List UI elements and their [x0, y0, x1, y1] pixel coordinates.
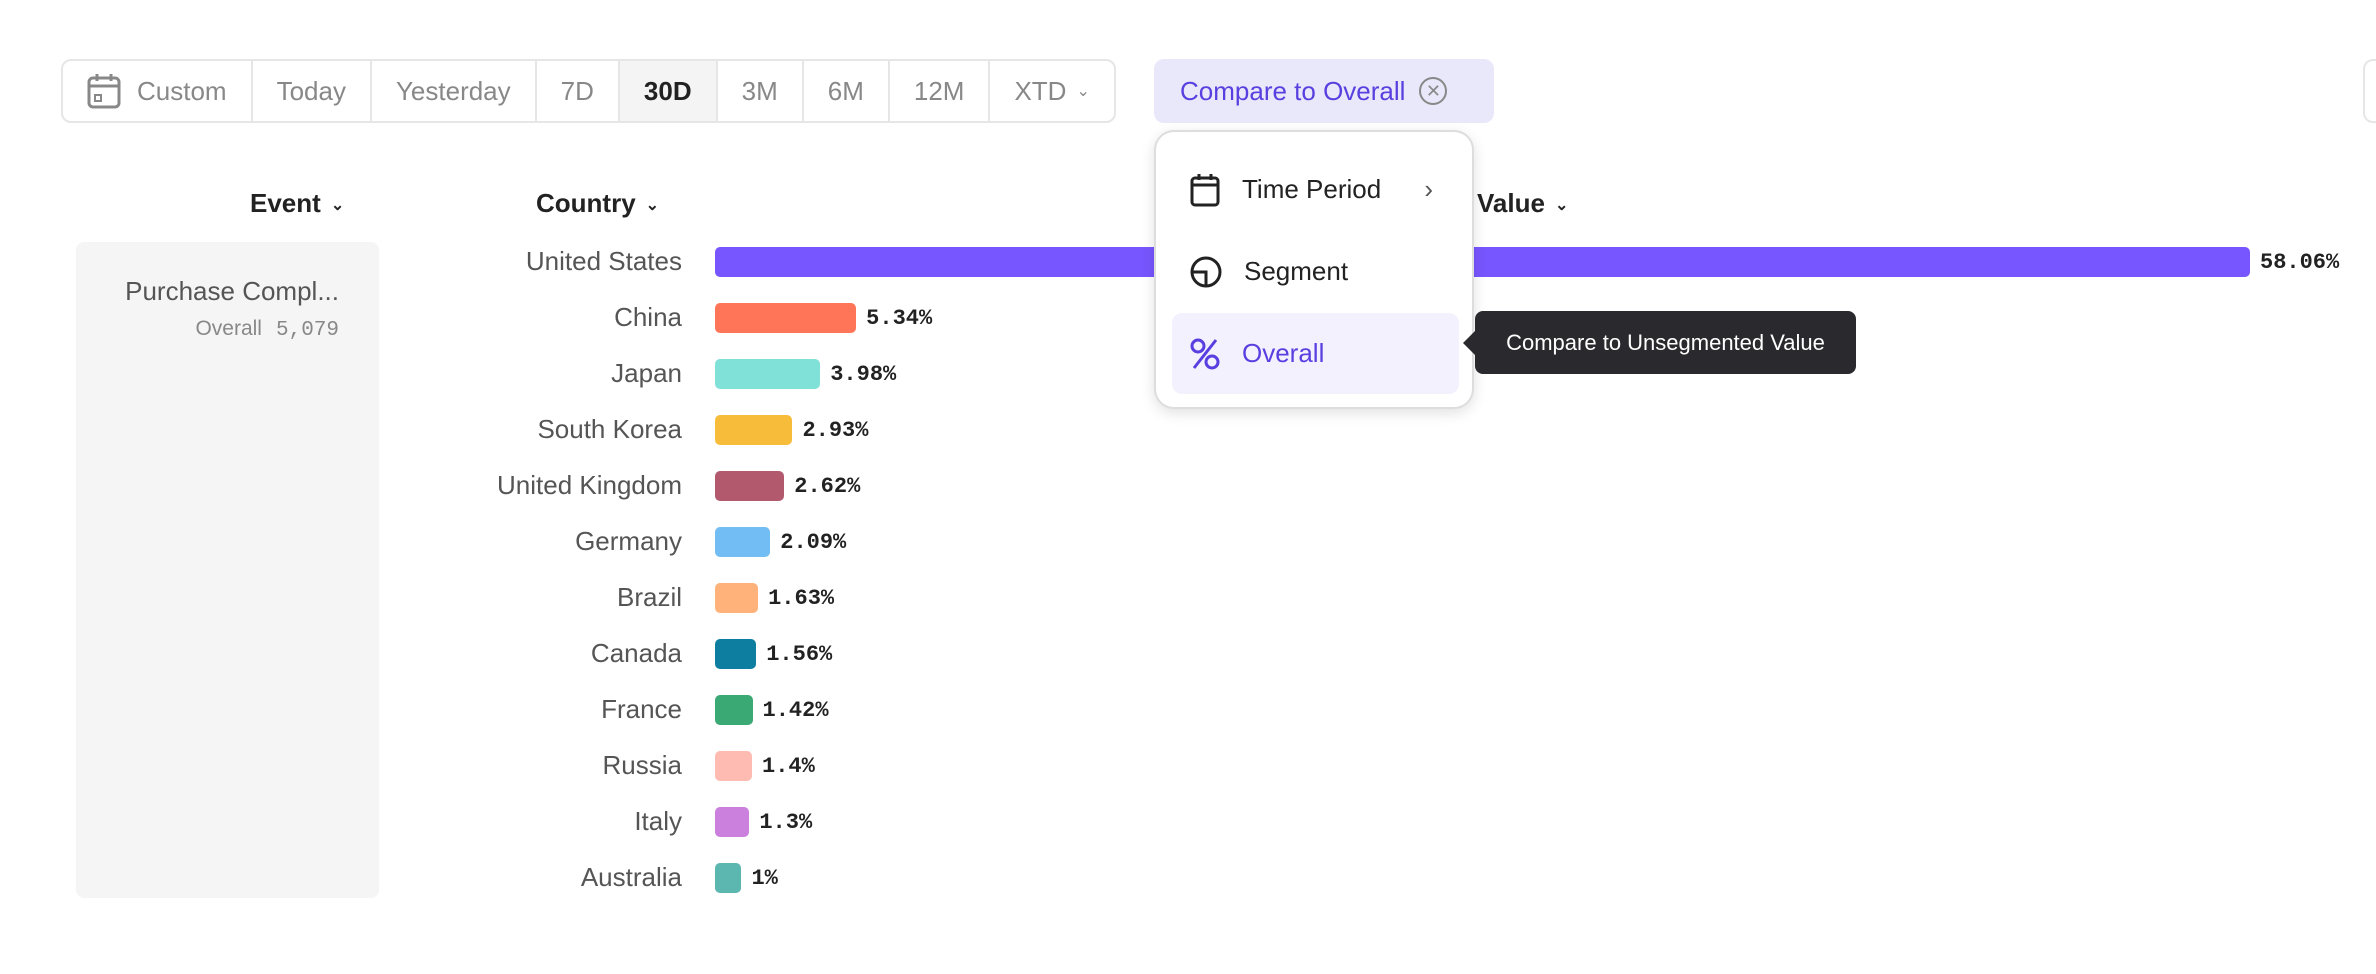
- country-label: South Korea: [537, 414, 682, 444]
- bar[interactable]: [715, 863, 742, 893]
- event-header-label: Event: [250, 188, 321, 218]
- bar-value-label: 1.3%: [759, 810, 813, 835]
- compare-menu: Time Period › Segment Overall: [1154, 130, 1474, 409]
- country-label: Brazil: [616, 582, 682, 612]
- bar-value-label: 2.62%: [794, 474, 861, 499]
- menu-item-time-period[interactable]: Time Period ›: [1172, 149, 1459, 230]
- bar-value-label: 1.42%: [762, 698, 829, 723]
- bar[interactable]: [715, 303, 857, 333]
- date-yesterday-button[interactable]: Yesterday: [372, 61, 537, 121]
- bar[interactable]: [715, 639, 757, 669]
- bar-value-label: 3.98%: [830, 362, 897, 387]
- percent-icon: [1190, 338, 1220, 369]
- country-column-header[interactable]: Country ⌄: [536, 188, 659, 219]
- country-label: Japan: [611, 358, 682, 388]
- tooltip: Compare to Unsegmented Value: [1463, 311, 1856, 374]
- country-label: Germany: [575, 526, 682, 556]
- bar-row: Brazil 1.63%: [0, 578, 2376, 618]
- event-column-header[interactable]: Event ⌄: [250, 188, 344, 219]
- bar-row: Australia 1%: [0, 858, 2376, 898]
- event-name: Purchase Compl...: [125, 276, 339, 306]
- bar[interactable]: [715, 583, 759, 613]
- bar[interactable]: [715, 359, 821, 389]
- bar[interactable]: [715, 471, 785, 501]
- bar[interactable]: [715, 247, 2250, 277]
- bar-row: South Korea 2.93%: [0, 410, 2376, 450]
- bar[interactable]: [715, 415, 793, 445]
- date-xtd-label: XTD: [1014, 75, 1067, 106]
- bar-value-label: 2.93%: [802, 418, 869, 443]
- country-label: United States: [525, 246, 682, 276]
- menu-item-label: Time Period: [1242, 174, 1382, 204]
- menu-item-label: Overall: [1242, 338, 1325, 368]
- date-custom-button[interactable]: Custom: [63, 61, 253, 121]
- date-today-button[interactable]: Today: [253, 61, 372, 121]
- compare-label: Compare to Overall: [1180, 75, 1406, 106]
- bar-value-label: 1%: [751, 866, 778, 891]
- event-panel[interactable]: Purchase Compl... Overall 5,079: [76, 242, 379, 898]
- bar-value-label: 1.56%: [766, 642, 833, 667]
- date-12m-button[interactable]: 12M: [890, 61, 991, 121]
- date-custom-label: Custom: [137, 75, 227, 106]
- value-column-header[interactable]: Value ⌄: [1477, 188, 1568, 219]
- country-header-label: Country: [536, 188, 636, 218]
- country-label: France: [601, 694, 682, 724]
- calendar-icon: [1190, 173, 1220, 206]
- bar-row: Italy 1.3%: [0, 802, 2376, 842]
- overall-label: Overall: [195, 317, 262, 340]
- menu-item-overall[interactable]: Overall: [1172, 313, 1459, 394]
- date-30d-button[interactable]: 30D: [619, 61, 718, 121]
- toolbar-edge-button[interactable]: [2363, 59, 2376, 123]
- close-circle-icon[interactable]: ✕: [1419, 77, 1448, 105]
- bar[interactable]: [715, 807, 750, 837]
- bar-value-label: 5.34%: [866, 306, 933, 331]
- chevron-down-icon: ⌄: [1076, 83, 1090, 100]
- country-label: Italy: [634, 806, 682, 836]
- bar-row: United States 58.06%: [0, 242, 2376, 282]
- bar[interactable]: [715, 751, 752, 781]
- date-range-toolbar: Custom Today Yesterday 7D 30D 3M 6M 12M …: [61, 59, 1116, 123]
- menu-item-segment[interactable]: Segment: [1172, 231, 1459, 312]
- chevron-right-icon: ›: [1424, 174, 1433, 204]
- bar-row: Canada 1.56%: [0, 634, 2376, 674]
- bar-row: Russia 1.4%: [0, 746, 2376, 786]
- date-3m-button[interactable]: 3M: [718, 61, 804, 121]
- bar[interactable]: [715, 695, 753, 725]
- bar[interactable]: [715, 527, 771, 557]
- bar-row: Japan 3.98%: [0, 354, 2376, 394]
- bar-value-label: 58.06%: [2260, 250, 2340, 275]
- chevron-down-icon: ⌄: [645, 197, 660, 215]
- calendar-icon: [87, 74, 121, 109]
- country-label: Russia: [602, 750, 682, 780]
- chevron-down-icon: ⌄: [330, 197, 345, 215]
- chevron-down-icon: ⌄: [1554, 197, 1569, 215]
- bar-row: Germany 2.09%: [0, 522, 2376, 562]
- bar-value-label: 1.63%: [768, 586, 835, 611]
- menu-item-label: Segment: [1244, 256, 1349, 286]
- segment-icon: [1190, 256, 1222, 287]
- date-6m-button[interactable]: 6M: [804, 61, 890, 121]
- date-7d-button[interactable]: 7D: [537, 61, 620, 121]
- country-label: Australia: [580, 862, 682, 892]
- bar-value-label: 2.09%: [780, 530, 847, 555]
- date-xtd-button[interactable]: XTD ⌄: [990, 61, 1113, 121]
- bar-row: China 5.34%: [0, 298, 2376, 338]
- country-label: Canada: [590, 638, 682, 668]
- country-label: United Kingdom: [497, 470, 682, 500]
- bar-row: France 1.42%: [0, 690, 2376, 730]
- overall-value: 5,079: [275, 319, 339, 342]
- country-label: China: [614, 302, 682, 332]
- event-overall: Overall 5,079: [76, 317, 339, 342]
- bar-value-label: 1.4%: [762, 754, 815, 779]
- compare-to-overall-button[interactable]: Compare to Overall ✕: [1154, 59, 1494, 123]
- bar-row: United Kingdom 2.62%: [0, 466, 2376, 506]
- value-header-label: Value: [1477, 188, 1545, 218]
